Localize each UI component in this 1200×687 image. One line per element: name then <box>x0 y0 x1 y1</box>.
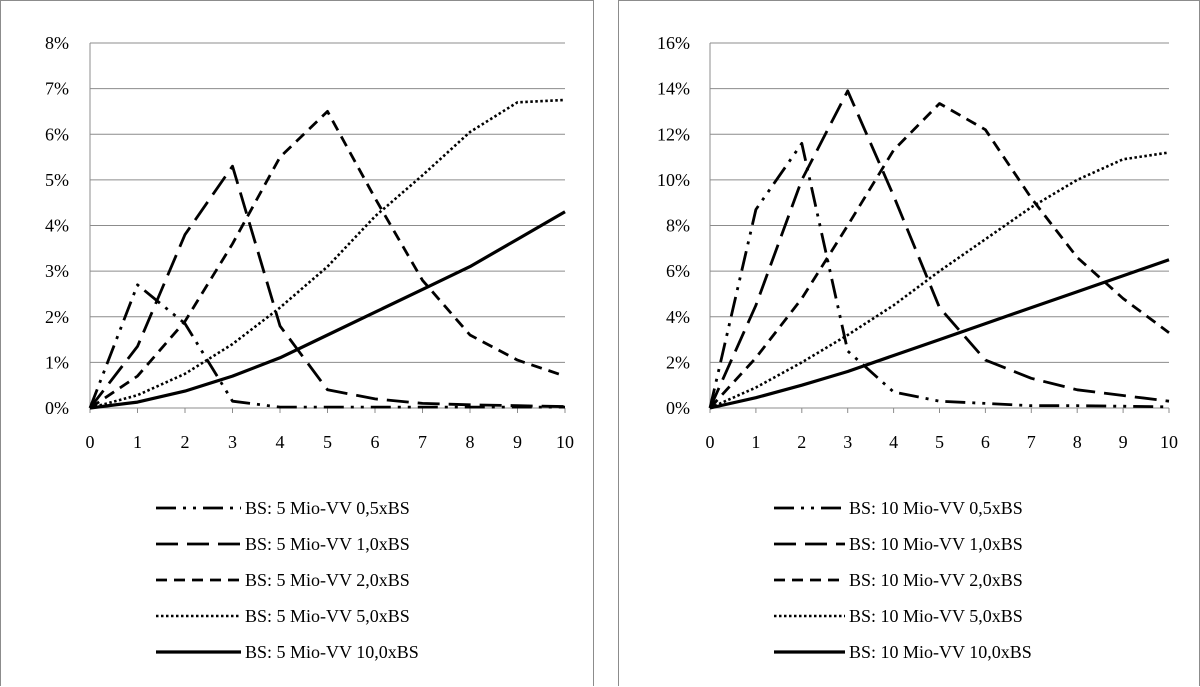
chart0-series-line-5 <box>89 210 566 410</box>
chart1-legend-label-5: BS: 10 Mio-VV 10,0xBS <box>849 642 1032 662</box>
chart1-x-tick-label: 0 <box>706 432 715 452</box>
chart1-x-tick-label: 3 <box>843 432 852 452</box>
chart1-x-tick-label: 4 <box>889 432 898 452</box>
chart0-x-tick-label: 2 <box>181 432 190 452</box>
chart1-x-tick-label: 8 <box>1073 432 1082 452</box>
chart-panel-left: 0% 1% 2% 3% 4% 5% 6% 7% 8% 0 1 2 3 4 5 6 7 8 9 10 BS: 5 Mio-… <box>0 0 594 686</box>
chart-svg-left: 0% 1% 2% 3% 4% 5% 6% 7% 8% 0 1 2 3 4 5 6 7 8 9 10 BS: 5 Mio-… <box>45 33 574 662</box>
chart0-x-tick-label: 8 <box>466 432 475 452</box>
chart1-series-line-4 <box>709 151 1170 410</box>
chart0-legend-label-1: BS: 5 Mio-VV 0,5xBS <box>245 498 410 518</box>
chart-svg-right: 0% 2% 4% 6% 8% 10% 12% 14% 16% 0 1 2 3 4 5 6 7 8 9 10 BS: 10… <box>657 33 1178 662</box>
chart1-y-tick-label: 12% <box>657 124 690 144</box>
chart1-y-tick-label: 14% <box>657 79 690 99</box>
chart0-x-tick-label: 10 <box>556 432 574 452</box>
chart1-legend-label-3: BS: 10 Mio-VV 2,0xBS <box>849 570 1023 590</box>
chart0-x-tick-label: 3 <box>228 432 237 452</box>
chart1-y-tick-label: 6% <box>666 261 690 281</box>
chart0-y-tick-label: 6% <box>45 124 69 144</box>
chart1-x-tick-label: 10 <box>1160 432 1178 452</box>
chart1-y-tick-label: 16% <box>657 33 690 53</box>
chart1-legend-label-1: BS: 10 Mio-VV 0,5xBS <box>849 498 1023 518</box>
chart0-x-tick-label: 7 <box>418 432 427 452</box>
chart0-y-tick-label: 7% <box>45 79 69 99</box>
chart1-series-line-3 <box>708 102 1170 409</box>
chart0-series-line-1 <box>88 283 565 409</box>
chart0-y-tick-label: 8% <box>45 33 69 53</box>
chart1-legend-label-4: BS: 10 Mio-VV 5,0xBS <box>849 606 1023 626</box>
chart1-x-tick-label: 9 <box>1119 432 1128 452</box>
chart0-legend-label-2: BS: 5 Mio-VV 1,0xBS <box>245 534 410 554</box>
chart1-y-tick-label: 4% <box>666 307 690 327</box>
chart0-y-tick-label: 2% <box>45 307 69 327</box>
chart1-x-tick-label: 1 <box>751 432 760 452</box>
chart0-x-tick-label: 6 <box>371 432 380 452</box>
chart0-legend-label-4: BS: 5 Mio-VV 5,0xBS <box>245 606 410 626</box>
chart1-y-tick-label: 2% <box>666 352 690 372</box>
chart1-legend-label-2: BS: 10 Mio-VV 1,0xBS <box>849 534 1023 554</box>
chart1-y-tick-label: 0% <box>666 398 690 418</box>
chart1-x-tick-label: 5 <box>935 432 944 452</box>
chart1-series-line-1 <box>708 141 1170 409</box>
chart1-series-line-2 <box>708 89 1170 409</box>
chart0-y-tick-label: 3% <box>45 261 69 281</box>
chart1-x-tick-label: 6 <box>981 432 990 452</box>
chart0-x-tick-label: 9 <box>513 432 522 452</box>
chart1-y-tick-label: 8% <box>666 216 690 236</box>
chart0-series-line-2 <box>88 164 566 409</box>
chart1-series-line-5 <box>709 258 1170 410</box>
chart1-x-tick-label: 2 <box>797 432 806 452</box>
chart0-legend-label-3: BS: 5 Mio-VV 2,0xBS <box>245 570 410 590</box>
chart0-series-line-3 <box>89 110 566 410</box>
chart0-y-tick-label: 4% <box>45 216 69 236</box>
chart0-y-tick-label: 0% <box>45 398 69 418</box>
chart0-y-tick-label: 5% <box>45 170 69 190</box>
chart0-x-tick-label: 5 <box>323 432 332 452</box>
chart1-y-tick-label: 10% <box>657 170 690 190</box>
chart0-legend-label-5: BS: 5 Mio-VV 10,0xBS <box>245 642 419 662</box>
chart1-x-tick-label: 7 <box>1027 432 1036 452</box>
chart-panel-right: 0% 2% 4% 6% 8% 10% 12% 14% 16% 0 1 2 3 4 5 6 7 8 9 10 BS: 10… <box>618 0 1200 686</box>
chart0-x-tick-label: 1 <box>133 432 142 452</box>
chart0-y-tick-label: 1% <box>45 352 69 372</box>
chart0-x-tick-label: 4 <box>276 432 285 452</box>
chart0-x-tick-label: 0 <box>86 432 95 452</box>
